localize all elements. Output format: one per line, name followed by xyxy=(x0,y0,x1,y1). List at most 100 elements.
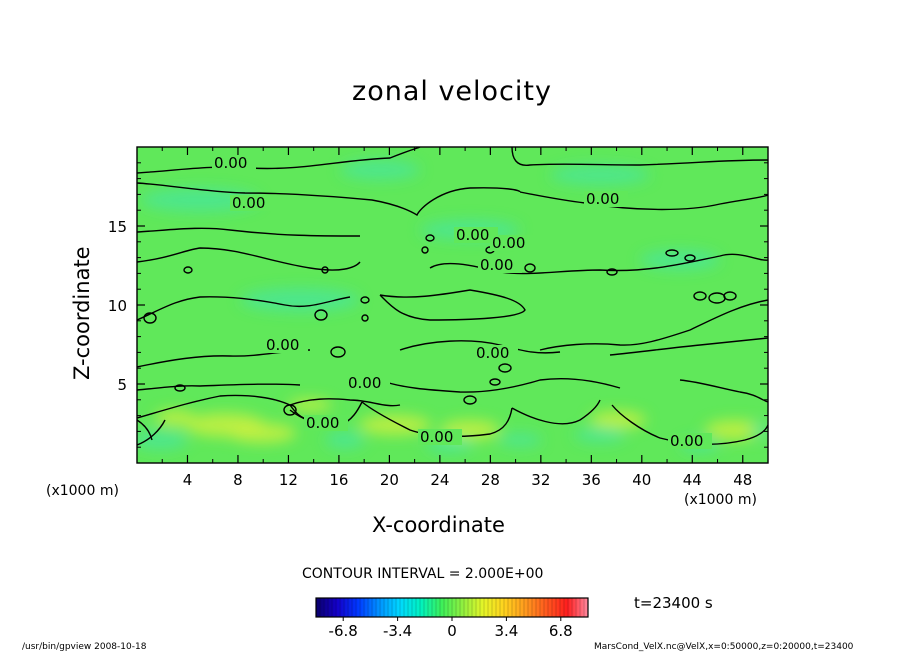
contour-lines xyxy=(137,147,768,446)
contour-line xyxy=(137,247,361,271)
contour-label-bg xyxy=(304,415,348,431)
contour-interval-text: CONTOUR INTERVAL = 2.000E+00 xyxy=(302,566,544,582)
contour-label-bg xyxy=(668,433,712,449)
contour-loop xyxy=(665,249,679,257)
contour-line xyxy=(539,299,768,351)
x-tick-label: 28 xyxy=(481,471,500,489)
x-tick-label: 44 xyxy=(683,471,702,489)
contour-line xyxy=(519,191,768,211)
x-tick-label: 12 xyxy=(279,471,298,489)
field-anomalies xyxy=(137,160,768,453)
contour-loop xyxy=(183,266,193,274)
colorbar-tick-label: 3.4 xyxy=(494,622,518,640)
x-axis-label: X-coordinate xyxy=(372,513,505,537)
colorbar-tick-label: -3.4 xyxy=(383,622,412,640)
velocity-field xyxy=(137,147,768,463)
x-axis: 4 8 12 16 20 24 28 32 36 40 44 48 xyxy=(161,147,752,489)
colorbar-gradient xyxy=(316,598,588,617)
x-unit-label-left: (x1000 m) xyxy=(46,483,119,499)
contour-loop xyxy=(498,363,512,373)
contour-line xyxy=(679,379,768,403)
contour-line xyxy=(399,340,561,354)
x-tick-label: 20 xyxy=(380,471,399,489)
y-tick-label: 10 xyxy=(108,297,127,315)
contour-label-bg xyxy=(454,227,498,243)
contour-label-bg xyxy=(474,345,518,361)
contour-label-group: 0.000.00 0.000.000.000.000.000.000.000.00… xyxy=(212,154,712,450)
time-label: t=23400 s xyxy=(634,594,713,612)
y-axis: 5 10 15 xyxy=(108,162,768,448)
contour-label: 0.00 xyxy=(266,336,299,354)
contour-label: 0.00 xyxy=(492,234,525,252)
contour-label-bg xyxy=(418,429,462,445)
contour-label: 0.00 xyxy=(586,190,619,208)
x-tick-label: 16 xyxy=(329,471,348,489)
y-axis-label: Z-coordinate xyxy=(70,246,94,380)
contour-line xyxy=(137,394,311,421)
contour-loop xyxy=(489,378,501,386)
contour-line xyxy=(379,378,621,393)
y-tick-label: 15 xyxy=(108,218,127,236)
colorbar-tick-label: -6.8 xyxy=(329,622,358,640)
footer-source: MarsCond_VelX.nc@VelX,x=0:50000,z=0:2000… xyxy=(594,642,854,652)
contour-line xyxy=(379,289,526,321)
colorbar-tick-label: 6.8 xyxy=(549,622,573,640)
contour-loop xyxy=(143,312,157,324)
x-tick-label: 32 xyxy=(531,471,550,489)
x-tick-label: 36 xyxy=(582,471,601,489)
contour-line xyxy=(289,398,401,407)
contour-loop xyxy=(606,268,618,276)
contour-label-bg xyxy=(490,235,534,251)
contour-label: 0.00 xyxy=(348,374,381,392)
contour-label-bg xyxy=(478,257,522,273)
contour-label: 0.00 xyxy=(232,194,265,212)
y-tick-label: 5 xyxy=(117,376,127,394)
contour-line xyxy=(137,419,153,441)
contour-line xyxy=(137,419,166,446)
contour-loop xyxy=(361,314,369,322)
contour-line xyxy=(137,383,301,391)
contour-label-bg xyxy=(346,375,390,391)
contour-loop xyxy=(283,404,297,416)
contour-loop xyxy=(421,246,429,254)
colorbar-tick-label: 0 xyxy=(447,622,457,640)
contour-line xyxy=(429,253,768,275)
contour-label-bg xyxy=(264,337,308,353)
x-tick-label: 40 xyxy=(632,471,651,489)
contour-label-bg xyxy=(584,191,628,207)
x-tick-label: 4 xyxy=(183,471,193,489)
contour-line xyxy=(511,399,601,425)
contour-line xyxy=(137,147,421,174)
x-tick-label: 48 xyxy=(733,471,752,489)
contour-label: 0.00 xyxy=(420,428,453,446)
contour-loop xyxy=(463,395,477,405)
contour-loop xyxy=(723,291,737,301)
contour-loop xyxy=(425,234,435,242)
contour-label: 0.00 xyxy=(476,344,509,362)
x-tick-label: 24 xyxy=(430,471,449,489)
contour-line xyxy=(137,227,361,237)
chart-title: zonal velocity xyxy=(352,76,552,107)
contour-label: 0.00 xyxy=(480,256,513,274)
contour-label: 0.00 xyxy=(456,226,489,244)
contour-loop xyxy=(524,263,536,273)
contour-line xyxy=(137,296,351,321)
contour-line xyxy=(137,182,521,217)
contour-line xyxy=(511,147,768,166)
contour-loop xyxy=(321,266,329,274)
contour-loop xyxy=(684,254,696,262)
contour-label-bg xyxy=(230,195,274,211)
contour-loop xyxy=(174,384,186,392)
contour-loop xyxy=(693,291,707,301)
x-unit-label-right: (x1000 m) xyxy=(684,492,757,508)
x-tick-label: 8 xyxy=(233,471,243,489)
contour-line xyxy=(609,337,768,356)
footer-command: /usr/bin/gpview 2008-10-18 xyxy=(22,642,147,652)
contour-label: 0.00 xyxy=(306,414,339,432)
contour-label: 0.00 xyxy=(214,154,247,172)
contour-loop xyxy=(360,296,370,304)
colorbar: -6.8 -3.4 0 3.4 6.8 xyxy=(315,597,589,640)
contour-label-bg xyxy=(212,155,256,171)
contour-loop xyxy=(330,346,346,358)
